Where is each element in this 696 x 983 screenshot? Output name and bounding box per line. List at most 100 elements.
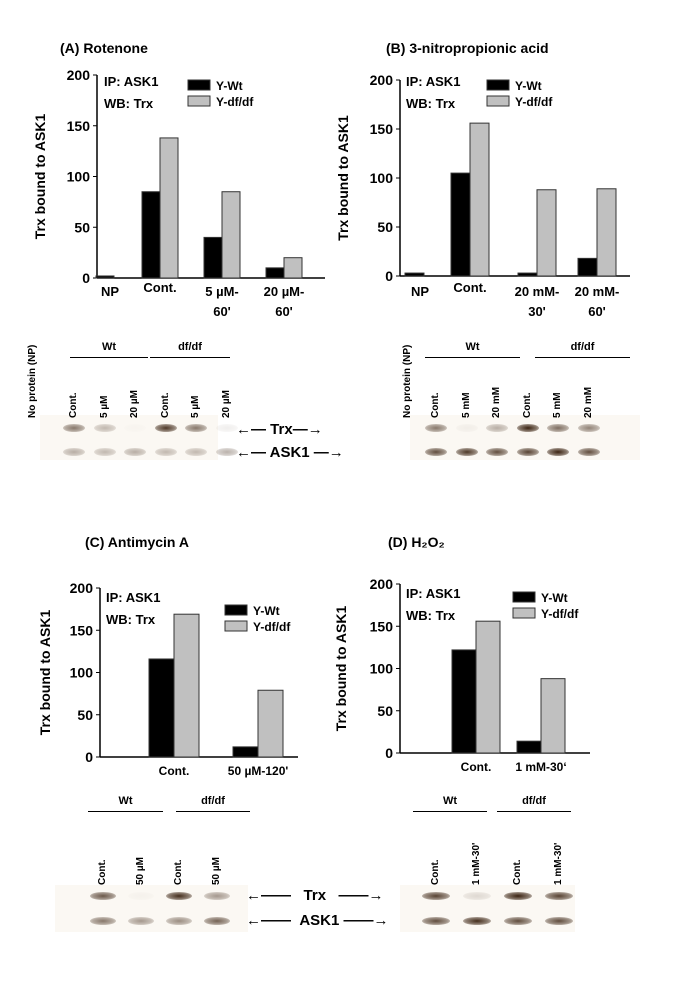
lane-label: 50 µM [211, 857, 222, 885]
bar-dfdf [469, 122, 490, 277]
bar-dfdf [221, 191, 241, 279]
group-line [425, 357, 520, 358]
ask1-label: ASK1 [299, 912, 340, 929]
trx-band [455, 424, 478, 432]
np-lane-label: No protein (NP) [402, 344, 413, 418]
category-label: 5 µM- [205, 284, 239, 299]
ask1-arrow-label-2: ←—— ASK1 ——→ [246, 912, 389, 929]
annotation: IP: ASK1 [406, 74, 460, 89]
group-label: df/df [178, 341, 202, 353]
trx-arrow-label-1: ←— Trx—→ [236, 421, 323, 438]
bar-wt [404, 272, 425, 277]
trx-band [547, 424, 569, 432]
lane-label: 20 mM [491, 386, 502, 418]
group-line [150, 357, 230, 358]
legend-label: Y-df/df [253, 620, 291, 634]
trx-band [504, 892, 532, 900]
bar-wt [450, 172, 471, 277]
group-label: Wt [118, 795, 133, 807]
bar-dfdf [257, 689, 284, 758]
ask1-band [124, 448, 146, 456]
y-axis-label: Trx bound to ASK1 [335, 115, 351, 241]
lane-label: Cont. [521, 392, 533, 418]
trx-arrow-label-2: ←—— Trx ——→ [246, 887, 384, 904]
ask1-band [463, 917, 491, 925]
ask1-band [504, 917, 532, 925]
trx-band [486, 424, 508, 432]
annotation: WB: Trx [104, 96, 154, 111]
y-tick-label: 200 [370, 72, 394, 88]
legend-swatch [187, 79, 211, 91]
blot-membrane [40, 415, 218, 460]
legend-label: Y-Wt [253, 604, 280, 618]
y-tick-label: 0 [385, 745, 393, 761]
annotation: WB: Trx [106, 612, 156, 627]
trx-band [204, 892, 230, 900]
group-label: Wt [442, 795, 458, 807]
bar-dfdf [283, 257, 303, 279]
y-tick-label: 50 [77, 707, 93, 723]
ask1-band [486, 448, 508, 456]
bar-wt [141, 191, 161, 279]
ask1-arrow-label-1: ←— ASK1 —→ [236, 444, 344, 461]
legend-label: Y-Wt [216, 79, 243, 93]
ask1-band [577, 448, 600, 456]
y-axis-label: Trx bound to ASK1 [37, 610, 53, 736]
category-label: 20 µM- [264, 284, 305, 299]
trx-band [93, 424, 116, 432]
bar-wt [232, 746, 259, 758]
ask1-band [90, 917, 116, 925]
legend-swatch [486, 95, 510, 107]
y-tick-label: 200 [67, 67, 91, 83]
y-tick-label: 0 [85, 749, 93, 765]
lane-label: Cont. [159, 392, 171, 418]
ask1-band [166, 917, 192, 925]
lane-label: 5 mM [552, 392, 563, 418]
ask1-band [215, 448, 238, 456]
lane-label: Cont. [97, 859, 108, 885]
trx-band [90, 892, 116, 900]
y-axis-label: Trx bound to ASK1 [333, 606, 349, 732]
y-tick-label: 50 [377, 703, 393, 719]
category-label: Cont. [159, 764, 190, 778]
lane-label: 20 µM [220, 390, 232, 418]
group-line [88, 811, 163, 812]
bar-wt [265, 267, 285, 279]
bar-wt [148, 658, 175, 758]
group-line [497, 811, 571, 812]
lane-label: Cont. [173, 859, 184, 885]
bar-dfdf [159, 137, 179, 279]
bar-wt [95, 275, 115, 279]
category-label: 60' [588, 304, 606, 319]
category-label: Cont. [461, 760, 492, 774]
legend-label: Y-Wt [515, 79, 542, 93]
panel-c-title: (C) Antimycin A [85, 534, 189, 550]
y-tick-label: 100 [70, 665, 94, 681]
group-label: Wt [101, 341, 117, 353]
group-label: Wt [465, 341, 480, 353]
legend-swatch [224, 620, 248, 632]
trx-band [128, 892, 154, 900]
ask1-band [455, 448, 478, 456]
ask1-band [425, 448, 447, 456]
y-tick-label: 100 [370, 170, 394, 186]
lane-label: 5 µM [98, 395, 110, 418]
y-tick-label: 50 [377, 219, 393, 235]
category-label: 30' [528, 304, 546, 319]
trx-label: Trx [270, 421, 293, 438]
lane-label: 20 µM [129, 390, 140, 418]
bar-dfdf [540, 678, 566, 754]
trx-band [215, 424, 238, 432]
y-tick-label: 150 [67, 118, 91, 134]
ask1-band [516, 448, 539, 456]
category-label: 20 mM- [575, 284, 620, 299]
trx-band [124, 424, 146, 432]
category-label: 60' [213, 304, 231, 319]
group-label: df/df [522, 795, 546, 807]
trx-band [577, 424, 600, 432]
trx-label: Trx [303, 887, 327, 904]
group-line [176, 811, 250, 812]
bar-dfdf [475, 620, 501, 754]
lane-label: 1 mM-30' [553, 842, 564, 885]
